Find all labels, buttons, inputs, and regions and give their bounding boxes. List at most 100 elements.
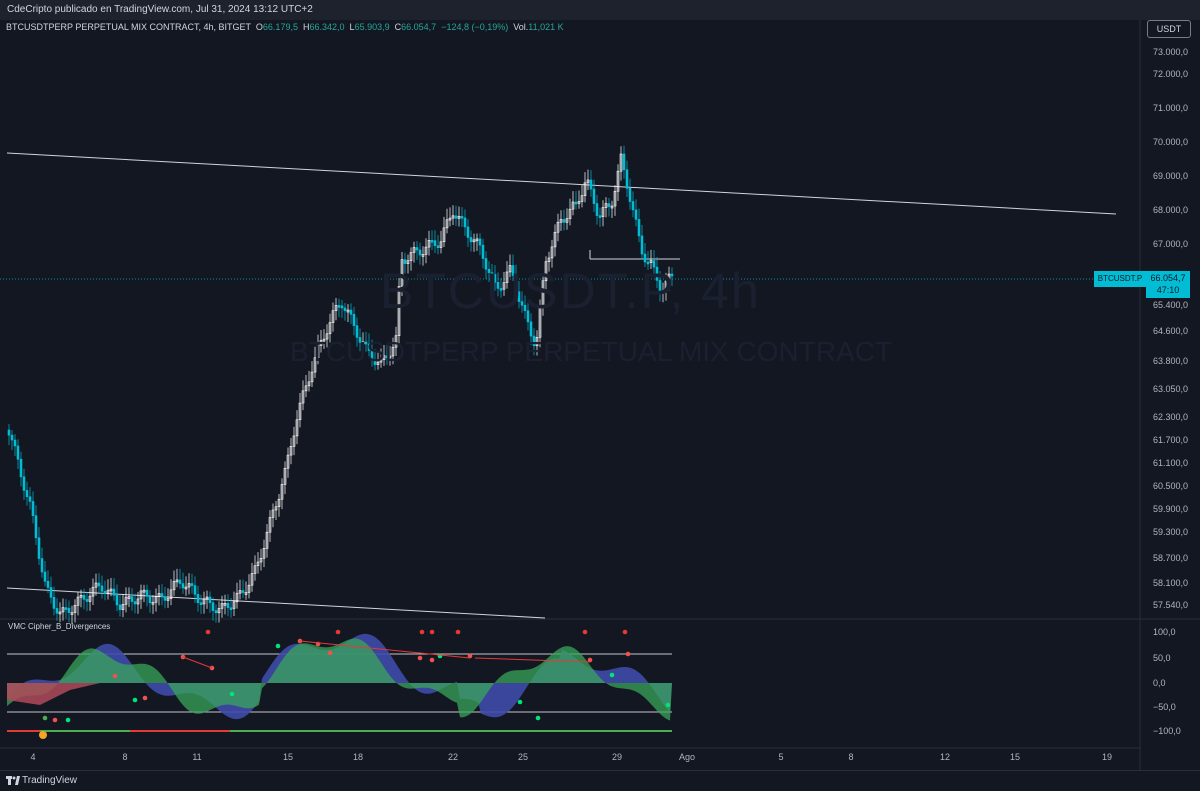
time-axis-label: 29 [611,752,623,762]
candle-body [373,359,377,365]
close-value: 66.054,7 [401,22,437,32]
price-chart[interactable] [0,20,1200,770]
candle-body [283,467,287,485]
candle-body [139,590,143,600]
candle-body [109,588,113,592]
signal-dot [455,629,461,635]
candle-body [256,561,260,567]
candle-body [346,309,350,313]
wave-area [7,638,672,721]
candle-body [661,291,665,294]
close-label: C [394,22,402,32]
candle-body [37,537,41,559]
upper-trendline[interactable] [6,152,1117,215]
candle-body [451,215,455,219]
candle-body [223,602,227,606]
candle-body [106,589,110,594]
candle-body [433,240,437,247]
symbol-header[interactable]: BTCUSDTPERP PERPETUAL MIX CONTRACT, 4h, … [6,22,564,32]
candle-body [379,359,383,363]
wavetrend-waves[interactable] [7,633,672,721]
candlesticks[interactable] [7,145,674,625]
candle-body [400,259,404,287]
candle-body [145,589,149,597]
signal-dot [52,717,58,723]
candle-body [595,203,599,216]
tradingview-brand[interactable]: TradingView [22,775,78,786]
signal-dot [582,629,588,635]
candle-body [328,322,332,335]
candle-body [604,203,608,208]
signal-dots [42,629,671,723]
indicator-axis-label: 100,0 [1153,627,1176,637]
symbol-name[interactable]: BTCUSDTPERP PERPETUAL MIX CONTRACT, 4h, … [6,22,251,32]
candle-body [316,345,320,359]
candle-body [121,604,125,610]
candle-body [163,596,167,601]
candle-body [421,254,425,257]
candle-body [463,217,467,228]
candle-body [310,371,314,383]
price-axis-label: 71.000,0 [1153,103,1189,113]
candle-body [253,565,257,574]
candle-body [496,282,500,289]
candle-body [40,558,44,573]
candle-body [277,498,281,508]
candle-body [583,182,587,196]
candle-body [652,260,656,268]
time-axis-label: 25 [517,752,529,762]
candle-body [472,239,476,243]
candle-body [334,305,338,311]
candle-body [490,272,494,275]
candle-body [361,341,365,345]
tradingview-logo-icon[interactable] [6,776,20,785]
candle-body [7,429,11,436]
signal-dot [335,629,341,635]
candle-body [403,259,407,264]
candle-body [601,207,605,217]
candle-body [265,531,269,549]
candle-body [664,280,668,292]
candle-body [124,596,128,605]
candle-body [97,582,101,587]
price-axis-label: 69.000,0 [1153,171,1189,181]
candle-body [247,584,251,593]
time-axis-label: 15 [282,752,294,762]
candle-body [292,435,296,447]
candle-body [439,241,443,248]
footer: TradingView [0,770,1200,791]
candle-body [199,602,203,605]
currency-button[interactable]: USDT [1147,20,1191,38]
candle-body [82,594,86,600]
indicator-title[interactable]: VMC Cipher_B_Divergences [8,622,111,631]
signal-dot [142,695,148,701]
indicator-axis-label: −50,0 [1153,702,1176,712]
candle-body [370,350,374,361]
candle-body [589,179,593,190]
candle-body [406,260,410,264]
candle-body [637,219,641,237]
signal-dot [229,691,235,697]
candle-body [295,419,299,437]
candle-body [460,215,464,219]
candle-body [658,280,662,294]
candle-body [556,221,560,233]
candle-body [133,601,137,605]
price-axis-label: 61.100,0 [1153,458,1189,468]
candle-body [157,593,161,597]
candle-body [646,261,650,265]
volume-label: Vol. [513,22,529,32]
candle-body [229,607,233,611]
candle-body [52,596,56,609]
candle-body [127,596,131,599]
signal-dot [467,653,473,659]
low-value: 65.903,9 [354,22,390,32]
lower-trendline[interactable] [6,587,546,619]
signal-dot [205,629,211,635]
price-axis-label: 64.600,0 [1153,326,1189,336]
candle-body [457,215,461,219]
candle-body [613,190,617,207]
candle-body [565,218,569,223]
publisher-text: CdeCripto publicado en TradingView.com, … [7,4,313,15]
candle-body [34,515,38,539]
